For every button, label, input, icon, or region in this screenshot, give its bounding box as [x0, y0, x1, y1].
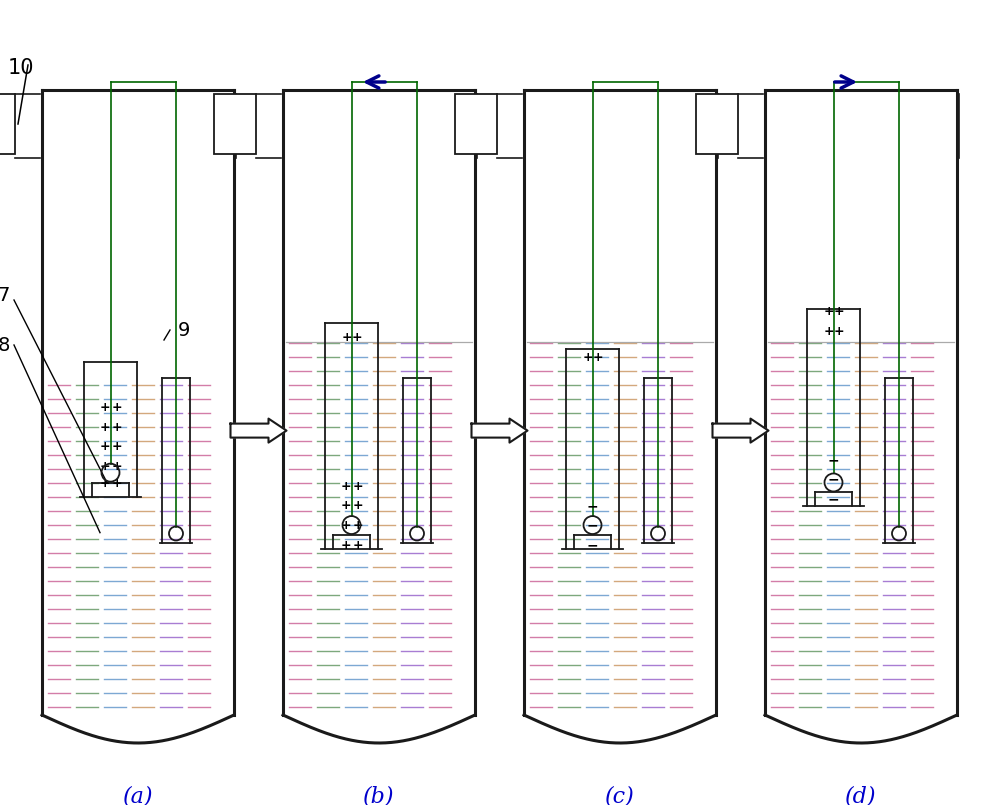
Text: −: − [587, 499, 598, 513]
Text: −: − [587, 539, 598, 552]
Text: +: + [340, 519, 351, 532]
Text: 8: 8 [0, 336, 10, 354]
Text: +: + [352, 499, 363, 513]
Text: +: + [340, 539, 351, 551]
Text: +: + [823, 324, 834, 337]
Text: (a): (a) [123, 785, 153, 805]
Text: +: + [341, 331, 352, 344]
Polygon shape [230, 419, 287, 443]
Text: +: + [833, 324, 844, 337]
Text: (d): (d) [845, 785, 877, 805]
Text: −: − [828, 493, 839, 506]
Text: +: + [111, 460, 122, 473]
Text: +: + [582, 351, 593, 364]
Text: 7: 7 [0, 286, 10, 304]
Text: +: + [352, 480, 363, 493]
Text: −: − [587, 518, 598, 533]
Text: +: + [99, 460, 110, 473]
Text: +: + [111, 440, 122, 453]
Text: 9: 9 [178, 320, 190, 340]
Text: +: + [340, 499, 351, 513]
Text: +: + [99, 440, 110, 453]
Bar [0, 94, 15, 154]
Text: +: + [111, 421, 122, 434]
Text: −: − [828, 473, 839, 487]
Text: +: + [340, 480, 351, 493]
Text: +: + [99, 401, 110, 415]
Text: +: + [99, 477, 110, 489]
Bar [455, 94, 497, 154]
Text: +: + [111, 401, 122, 415]
Bar [696, 94, 738, 154]
Text: +: + [592, 351, 603, 364]
Text: (c): (c) [605, 785, 635, 805]
Text: −: − [828, 453, 839, 467]
Text: +: + [352, 539, 363, 551]
Text: +: + [833, 305, 844, 318]
Text: +: + [99, 421, 110, 434]
Polygon shape [472, 419, 528, 443]
Text: (b): (b) [363, 785, 395, 805]
Text: +: + [823, 305, 834, 318]
Bar [214, 94, 256, 154]
Text: +: + [351, 331, 362, 344]
Text: +: + [111, 477, 122, 489]
Text: +: + [352, 519, 363, 532]
Polygon shape [712, 419, 768, 443]
Text: 10: 10 [8, 58, 34, 78]
